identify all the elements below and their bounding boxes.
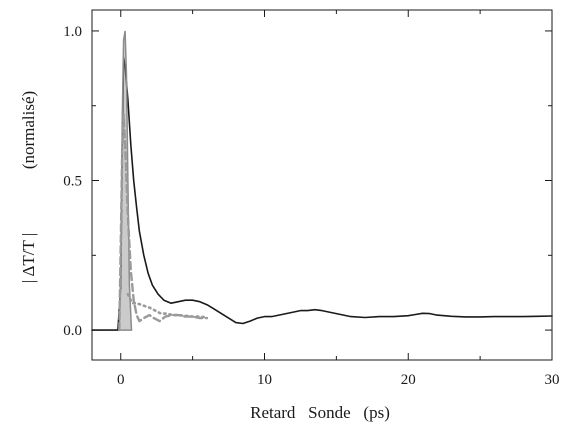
series-layer [91, 30, 553, 332]
x-axis-title: Retard Sonde (ps) [250, 403, 390, 422]
y-tick-label: 1.0 [63, 24, 82, 40]
series-line-dashed [118, 113, 209, 332]
x-tick-label: 20 [401, 372, 416, 388]
y-tick-label: 0.0 [63, 323, 82, 339]
x-tick-label: 10 [257, 372, 272, 388]
y-axis-title-right: (normalisé) [19, 91, 38, 169]
y-axis-title-left: | ΔT/T | [19, 233, 38, 284]
plot-frame [91, 9, 553, 361]
series-line-solid [91, 57, 553, 331]
series-line-dotted [126, 292, 209, 319]
axis-layer: 0 10 20 30 0.0 0.5 1.0 [63, 10, 560, 388]
y-tick-label: 0.5 [63, 174, 82, 190]
x-tick-label: 0 [117, 372, 125, 388]
x-tick-label: 30 [545, 372, 560, 388]
